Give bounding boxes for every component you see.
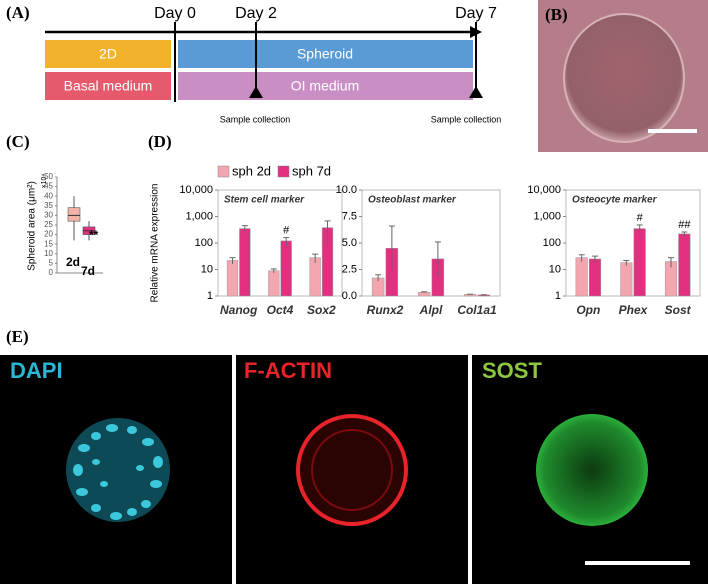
bar	[239, 228, 251, 297]
y-tick-label: 1	[207, 290, 213, 302]
chart-title: Osteoblast marker	[368, 195, 457, 206]
y-tick-label: 10,000	[527, 184, 561, 196]
phase-label: OI medium	[291, 78, 359, 94]
y-unit: ×10⁴	[41, 174, 48, 189]
significance: #	[637, 212, 644, 224]
stain-label: SOST	[482, 358, 542, 383]
x-tick-label: Sox2	[307, 303, 336, 317]
y-tick-label: 1,000	[185, 210, 213, 222]
significance: ##	[678, 219, 691, 231]
x-tick-label: 2d	[66, 255, 80, 269]
y-tick-label: 25	[44, 220, 53, 229]
spheroid	[296, 414, 408, 526]
y-tick-label: 100	[543, 237, 561, 249]
y-tick-label: 35	[44, 201, 53, 210]
phase-bar	[178, 72, 473, 100]
chart-title: Osteocyte marker	[572, 195, 658, 206]
legend-swatch	[277, 165, 290, 178]
y-tick-label: 10	[549, 263, 561, 275]
spheroid	[563, 13, 685, 143]
y-tick-label: 10.0	[336, 184, 357, 196]
panel-label: (C)	[6, 132, 30, 151]
bar	[226, 260, 239, 297]
bar	[633, 228, 646, 297]
y-tick-label: 5	[49, 259, 54, 268]
legend-label: sph 7d	[292, 163, 331, 178]
y-tick-label: 1	[555, 290, 561, 302]
nuclei	[73, 424, 163, 520]
bar	[417, 292, 431, 297]
legend-label: sph 2d	[232, 163, 271, 178]
phase-label: 2D	[99, 46, 117, 62]
phase-bar	[45, 72, 171, 100]
y-axis-title: Spheroid area (μm²)	[27, 181, 38, 271]
y-tick-label: 7.5	[342, 210, 357, 222]
x-tick-label: 7d	[81, 264, 95, 278]
box	[67, 207, 81, 222]
y-tick-label: 1,000	[533, 210, 561, 222]
bar	[268, 270, 280, 297]
sample-marker	[469, 86, 483, 98]
sample-marker	[249, 86, 263, 98]
chart-title: Stem cell marker	[224, 195, 305, 206]
y-tick-label: 40	[44, 191, 53, 200]
y-tick-label: 10,000	[179, 184, 213, 196]
legend-swatch	[217, 165, 230, 178]
y-tick-label: 10	[44, 249, 53, 258]
y-tick-label: 30	[44, 211, 53, 220]
significance: #	[283, 224, 290, 236]
y-tick-label: 45	[44, 182, 53, 191]
y-tick-label: 15	[44, 239, 53, 248]
bar	[678, 233, 691, 297]
significance: **	[89, 228, 99, 242]
panel-label: (D)	[148, 132, 172, 151]
day-label: Day 7	[455, 5, 497, 22]
phase-bar	[178, 40, 473, 68]
y-tick-label: 100	[195, 237, 213, 249]
cytoskeleton	[311, 429, 393, 511]
x-tick-label: Alpl	[419, 303, 443, 317]
bar	[309, 257, 321, 297]
y-tick-label: 20	[44, 230, 53, 239]
phase-bar	[45, 40, 171, 68]
y-tick-label: 0	[49, 268, 54, 277]
spheroid	[536, 414, 648, 526]
x-tick-label: Oct4	[267, 303, 294, 317]
y-tick-label: 5.0	[342, 237, 357, 249]
panel-label: (B)	[545, 5, 568, 24]
day-label: Day 0	[154, 5, 196, 22]
x-tick-label: Runx2	[367, 303, 404, 317]
y-axis-title: Relative mRNA expression	[150, 184, 161, 303]
bar	[575, 257, 588, 297]
phase-label: Basal medium	[64, 78, 153, 94]
bar	[280, 240, 292, 297]
day-label: Day 2	[235, 5, 277, 22]
panel-label: (A)	[6, 3, 30, 22]
y-tick-label: 10	[201, 263, 213, 275]
phase-label: Spheroid	[297, 46, 353, 62]
x-tick-label: Phex	[619, 303, 649, 317]
x-tick-label: Sost	[665, 303, 692, 317]
y-tick-label: 50	[44, 172, 53, 181]
stain-label: DAPI	[10, 358, 63, 383]
y-tick-label: 0.0	[342, 290, 357, 302]
x-tick-label: Col1a1	[457, 303, 497, 317]
bar	[588, 258, 602, 297]
sample-label: Sample collection	[431, 114, 502, 124]
sample-label: Sample collection	[220, 114, 291, 124]
stain-label: F-ACTIN	[244, 358, 332, 383]
x-tick-label: Opn	[576, 303, 600, 317]
panel-label: (E)	[6, 327, 29, 346]
bar	[620, 262, 633, 297]
y-tick-label: 2.5	[342, 263, 357, 275]
x-tick-label: Nanog	[220, 303, 258, 317]
